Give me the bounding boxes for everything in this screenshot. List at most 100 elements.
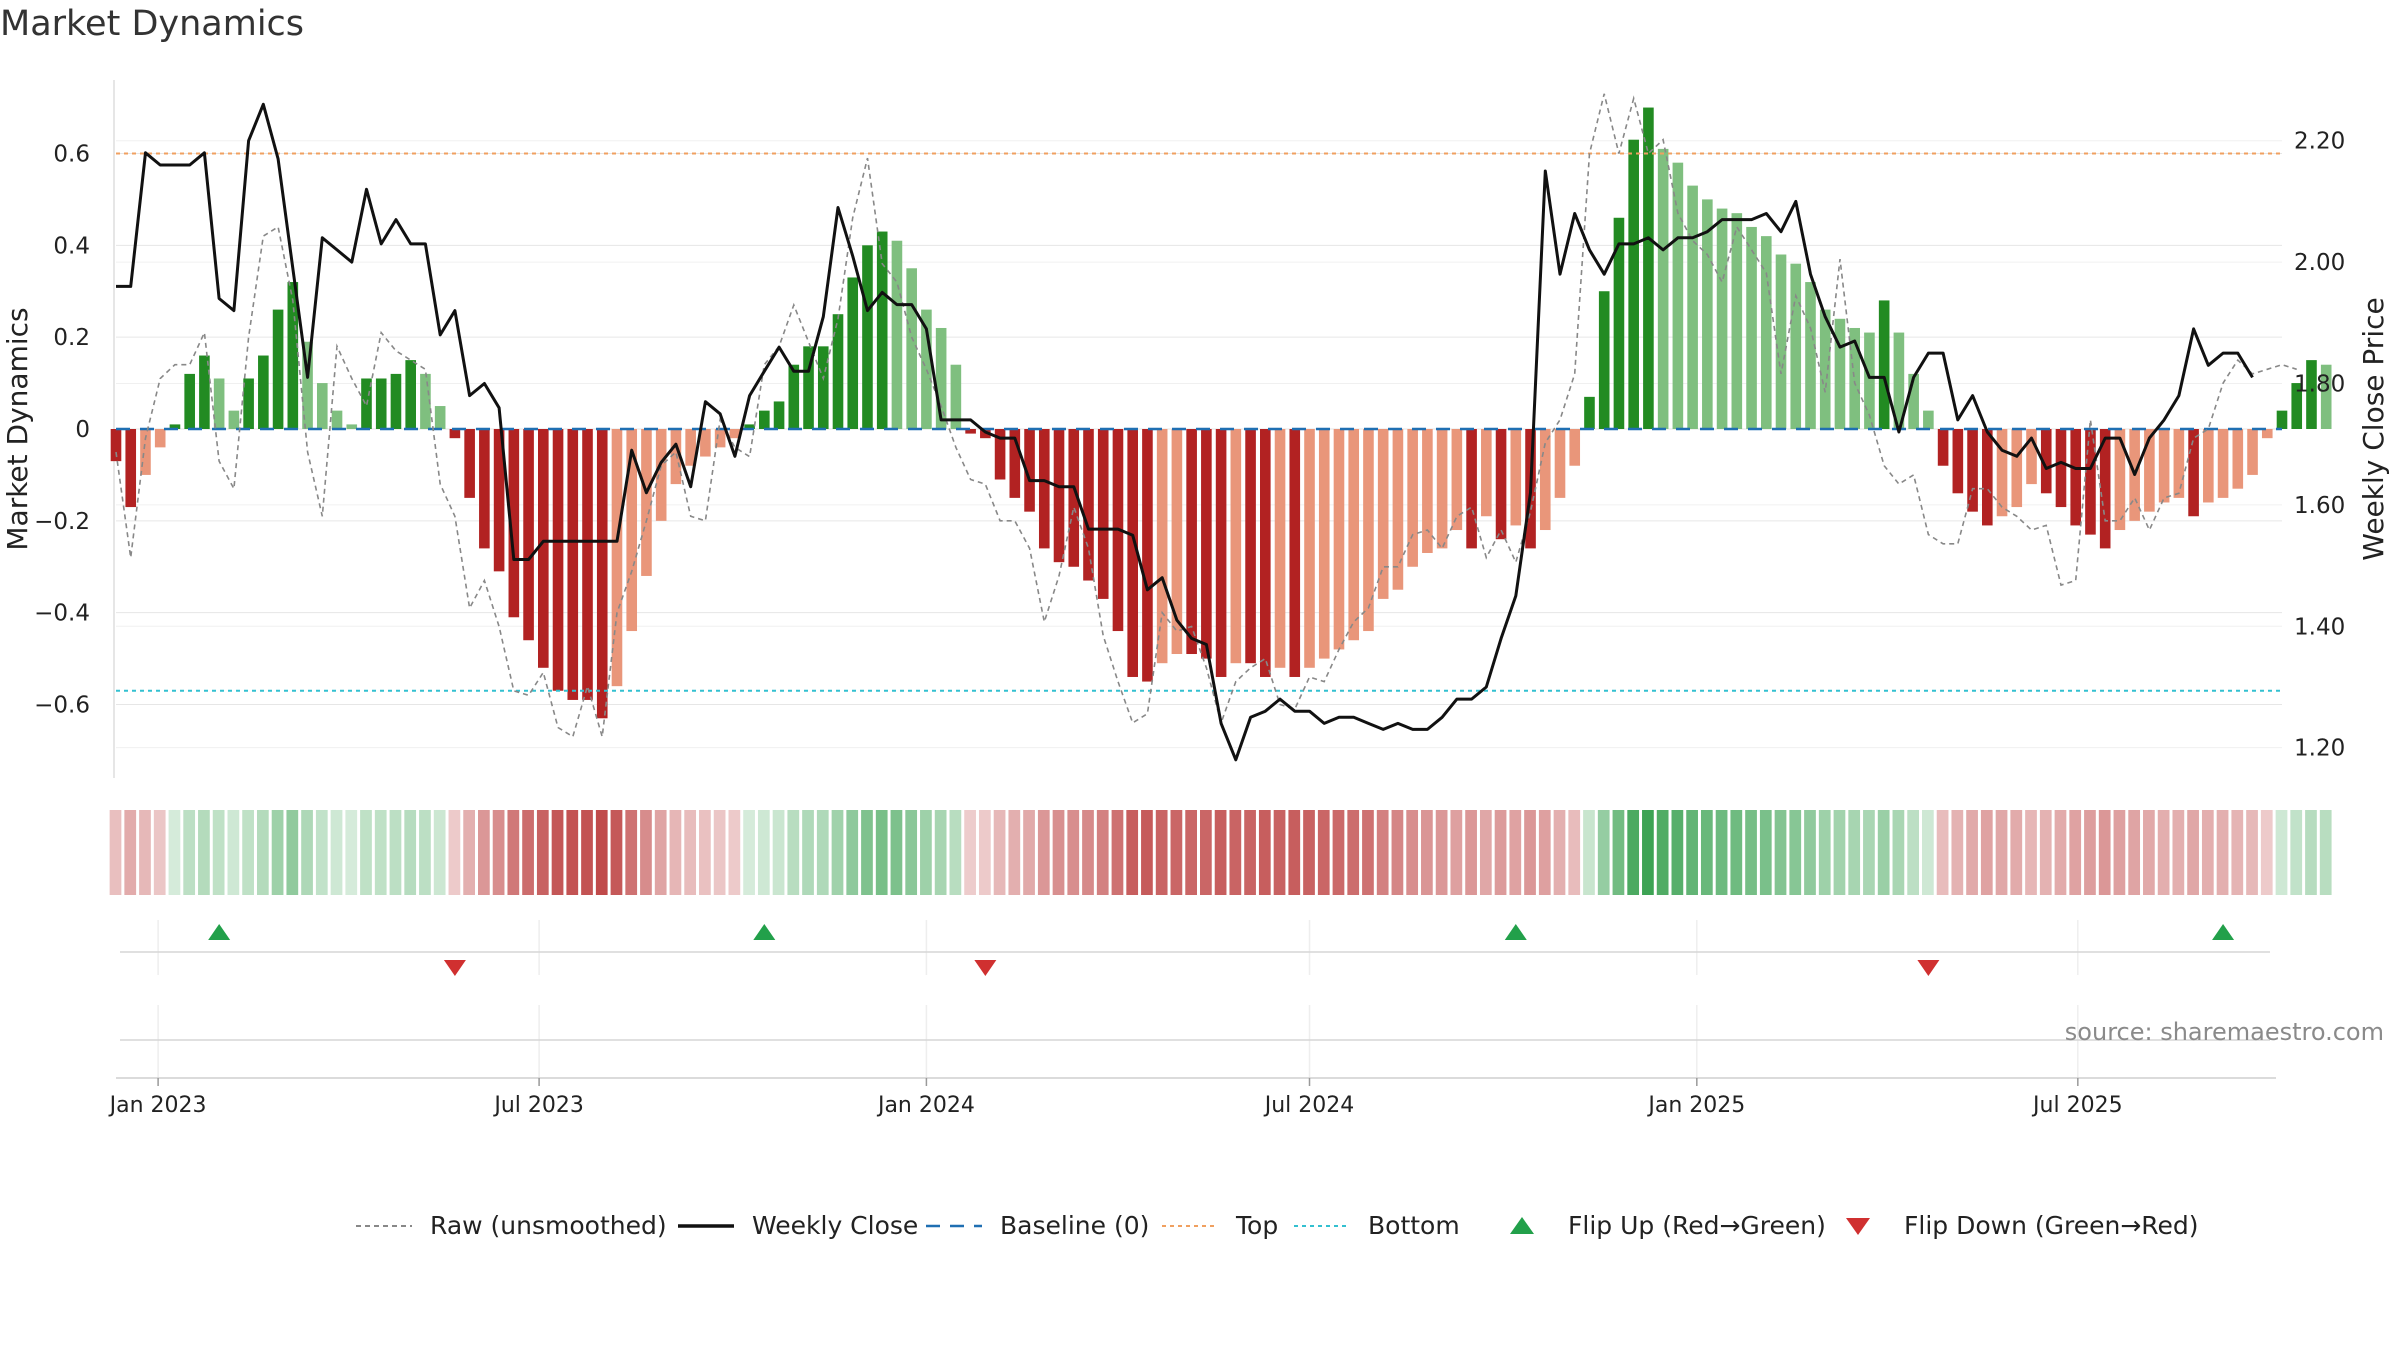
dynamics-bar (2070, 429, 2082, 526)
dynamics-bar (169, 424, 181, 429)
dynamics-bar (1849, 327, 1860, 429)
y-right-tick-label: 1.20 (2294, 736, 2345, 762)
heat-strip-cell (1907, 810, 1919, 895)
heat-strip-cell (2187, 810, 2199, 895)
heat-strip-cell (949, 810, 962, 895)
heat-strip-cell (1126, 810, 1139, 895)
dynamics-bar (2144, 429, 2155, 512)
dynamics-bar (1481, 429, 1492, 517)
heat-strip-cell (1995, 810, 2008, 895)
heat-strip-cell (419, 810, 431, 895)
dynamics-bar (1274, 429, 1286, 668)
heat-strip-cell (330, 810, 343, 895)
heat-strip-cell (2010, 810, 2023, 895)
flip-up-marker (753, 924, 776, 940)
heat-strip-cell (1745, 810, 1757, 895)
heat-strip-cell (1244, 810, 1256, 895)
dynamics-bar (1613, 217, 1625, 429)
dynamics-bar (891, 240, 903, 429)
heat-strip-cell (595, 810, 608, 895)
dynamics-bar (1083, 429, 1094, 581)
dynamics-bar (1348, 429, 1360, 641)
heat-strip-cell (1406, 810, 1419, 895)
heat-strip-cell (787, 810, 800, 895)
y-left-tick-label: 0.6 (53, 141, 90, 167)
dynamics-bar (1186, 429, 1197, 655)
dynamics-bar (832, 314, 844, 429)
heat-strip-cell (1877, 810, 1890, 895)
legend-label-top: Top (1235, 1211, 1278, 1240)
heat-strip-cell (2260, 810, 2273, 895)
heat-strip-cell (1258, 810, 1271, 895)
heat-strip-cell (301, 810, 313, 895)
heat-strip-cell (1627, 810, 1640, 895)
dynamics-bar (1392, 429, 1404, 590)
heat-strip-cell (1656, 810, 1669, 895)
dynamics-bar (1702, 199, 1713, 429)
dynamics-bar (773, 401, 785, 429)
dynamics-bar (331, 410, 343, 429)
heat-strip-cell (920, 810, 932, 895)
heat-strip-cell (2319, 810, 2332, 895)
dynamics-bar (2217, 429, 2229, 498)
heat-strip-cell (2143, 810, 2155, 895)
heat-strip-cell (1494, 810, 1507, 895)
heat-strip-cell (1509, 810, 1522, 895)
dynamics-bar (1304, 429, 1315, 668)
x-tick-label: Jan 2025 (1646, 1093, 1745, 1118)
dynamics-bar (2188, 429, 2199, 517)
heat-strip-cell (566, 810, 579, 895)
dynamics-bar (479, 429, 490, 549)
dynamics-bar (1672, 162, 1684, 429)
dynamics-bar (1790, 263, 1802, 429)
heat-strip-cell (1450, 810, 1463, 895)
heat-strip-cell (389, 810, 402, 895)
dynamics-bar (965, 429, 976, 434)
dynamics-bar (1923, 410, 1934, 429)
dynamics-bar (2276, 410, 2288, 429)
dynamics-bar (1598, 291, 1610, 429)
y-right-tick-label: 1.40 (2294, 614, 2345, 640)
heat-strip-cell (109, 810, 122, 895)
dynamics-bar (1805, 282, 1816, 429)
dynamics-bar (1156, 429, 1168, 664)
heat-strip-cell (1096, 810, 1109, 895)
heat-strip-cell (1715, 810, 1728, 895)
heat-strip-cell (433, 810, 446, 895)
dynamics-bar (1215, 429, 1227, 677)
dynamics-bar (1260, 429, 1271, 677)
heat-strip-cell (1597, 810, 1610, 895)
heat-strip-cell (1553, 810, 1566, 895)
flip-down-marker (443, 960, 466, 976)
heat-strip-cell (522, 810, 534, 895)
dynamics-bar (523, 429, 534, 641)
dynamics-bar (287, 282, 299, 429)
dynamics-bar (1142, 429, 1153, 682)
heat-strip-cell (890, 810, 903, 895)
y-left-tick-label: 0 (75, 417, 90, 443)
chart-title: Market Dynamics (0, 4, 305, 44)
heat-strip-cell (772, 810, 785, 895)
x-tick-label: Jan 2024 (876, 1093, 975, 1118)
dynamics-bar (1097, 429, 1109, 599)
dynamics-bar (2261, 429, 2273, 439)
heat-strip-cell (1818, 810, 1831, 895)
heat-strip-cell (1082, 810, 1094, 895)
heat-strip-cell (168, 810, 181, 895)
dynamics-bar (1363, 429, 1374, 632)
heat-strip-cell (345, 810, 358, 895)
heat-strip-cell (1435, 810, 1448, 895)
heat-strip-cell (1642, 810, 1654, 895)
y-left-tick-label: 0.4 (53, 233, 90, 259)
heat-strip-cell (212, 810, 225, 895)
heat-strip-cell (1951, 810, 1964, 895)
dynamics-bar (1377, 429, 1389, 599)
y-left-tick-label: −0.2 (34, 509, 90, 535)
heat-strip-cell (2201, 810, 2214, 895)
heat-strip-cell (2098, 810, 2111, 895)
legend-label-flipup: Flip Up (Red→Green) (1568, 1211, 1826, 1240)
heat-strip-cell (757, 810, 770, 895)
dynamics-bar (346, 424, 358, 429)
heat-strip-cell (1185, 810, 1197, 895)
dynamics-bar (2085, 429, 2096, 535)
